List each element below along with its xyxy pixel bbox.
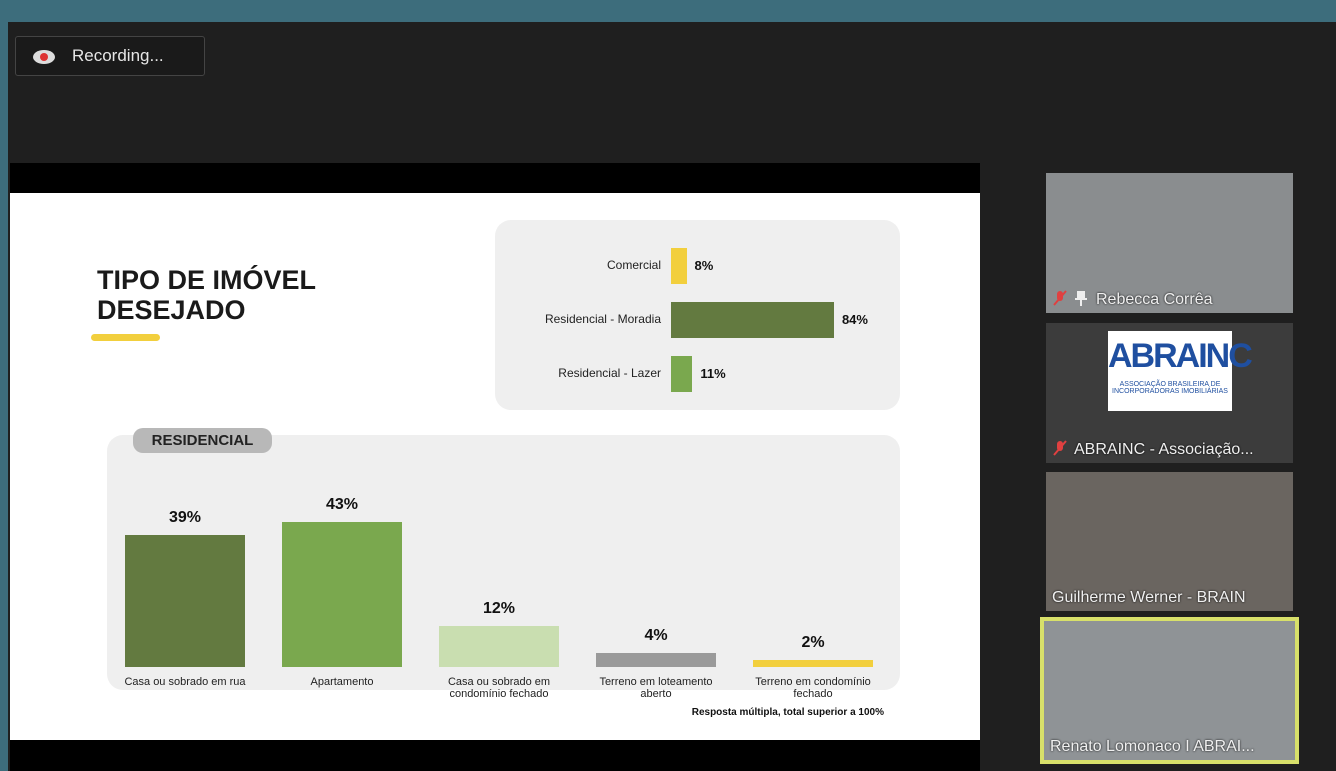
name-text: Renato Lomonaco I ABRAI... — [1050, 738, 1255, 755]
value-label: 39% — [125, 509, 245, 527]
category-label: Terreno em loteamento aberto — [586, 676, 726, 700]
title-underline — [91, 334, 160, 341]
slide-title: DESEJADO — [97, 295, 246, 326]
bar-label: Comercial — [607, 258, 661, 272]
bar — [596, 653, 716, 667]
recording-indicator[interactable]: Recording... — [15, 36, 205, 76]
logo-text: ABRAINC — [1108, 337, 1232, 376]
participant-name: Rebecca Corrêa — [1052, 290, 1213, 309]
name-text: ABRAINC - Associação... — [1074, 441, 1254, 458]
participant-tile[interactable]: Guilherme Werner - BRAIN — [1046, 472, 1293, 611]
recording-text: Recording... — [72, 46, 164, 66]
value-label: 2% — [753, 634, 873, 652]
muted-icon — [1052, 290, 1068, 306]
slide-title: TIPO DE IMÓVEL — [97, 265, 316, 296]
value-label: 8% — [695, 258, 714, 273]
participant-name: Guilherme Werner - BRAIN — [1052, 589, 1246, 607]
bar — [282, 522, 402, 667]
category-label: Terreno em condomínio fechado — [743, 676, 883, 700]
pin-icon — [1074, 290, 1088, 306]
bar — [753, 660, 873, 667]
category-label: Apartamento — [272, 676, 412, 688]
bar — [671, 356, 692, 392]
value-label: 12% — [439, 600, 559, 618]
name-text: Guilherme Werner - BRAIN — [1052, 589, 1246, 606]
name-text: Rebecca Corrêa — [1096, 291, 1213, 308]
participant-tile[interactable]: Rebecca Corrêa — [1046, 173, 1293, 313]
bar — [671, 248, 687, 284]
cloud-icon — [32, 47, 56, 65]
meeting-window: Recording... TIPO DE IMÓVEL DESEJADO RES… — [8, 22, 1336, 771]
value-label: 84% — [842, 312, 868, 327]
bar — [671, 302, 834, 338]
participant-name: Renato Lomonaco I ABRAI... — [1050, 738, 1255, 756]
logo-caption: ASSOCIAÇÃO BRASILEIRA DE INCORPORADORAS … — [1112, 381, 1228, 395]
bar — [439, 626, 559, 667]
value-label: 43% — [282, 496, 402, 514]
bar — [125, 535, 245, 667]
chart-tag: RESIDENCIAL — [133, 428, 272, 453]
value-label: 11% — [700, 366, 725, 381]
value-label: 4% — [596, 627, 716, 645]
slide: TIPO DE IMÓVEL DESEJADO RESIDENCIAL Resp… — [10, 193, 980, 740]
bar-label: Residencial - Moradia — [545, 312, 661, 326]
muted-icon — [1052, 440, 1068, 456]
logo: ABRAINC ASSOCIAÇÃO BRASILEIRA DE INCORPOR… — [1108, 331, 1232, 411]
participant-tile[interactable]: Renato Lomonaco I ABRAI... — [1040, 617, 1299, 764]
participant-tile[interactable]: ABRAINC ASSOCIAÇÃO BRASILEIRA DE INCORPOR… — [1046, 323, 1293, 463]
bar-label: Residencial - Lazer — [558, 366, 661, 380]
participant-name: ABRAINC - Associação... — [1052, 440, 1254, 459]
screen: Recording... TIPO DE IMÓVEL DESEJADO RES… — [0, 0, 1336, 771]
category-label: Casa ou sobrado em rua — [115, 676, 255, 688]
footnote: Resposta múltipla, total superior a 100% — [692, 707, 884, 718]
category-label: Casa ou sobrado em condomínio fechado — [429, 676, 569, 700]
